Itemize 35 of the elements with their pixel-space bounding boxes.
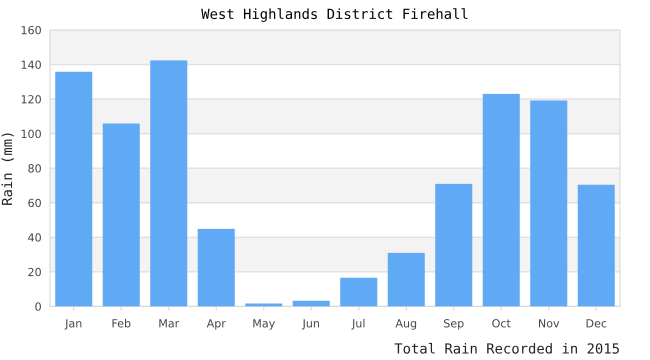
x-tick-label: Apr <box>206 319 226 330</box>
x-tick-label: Nov <box>538 319 560 328</box>
chart-title: West Highlands District Firehall <box>201 8 468 22</box>
y-tick-label: 140 <box>22 60 41 69</box>
y-tick-label: 120 <box>22 95 41 104</box>
x-tick-label: Feb <box>112 318 130 328</box>
x-tick-label: Sep <box>444 319 464 330</box>
bar <box>388 252 425 306</box>
y-axis-title: Rain (mm) <box>1 133 14 205</box>
x-tick-label: Jul <box>351 318 364 330</box>
y-tick-label: 0 <box>35 302 41 311</box>
bar <box>435 184 472 306</box>
bar <box>482 94 520 306</box>
bar <box>102 123 140 306</box>
bar <box>150 60 188 306</box>
x-axis-title: Total Rain Recorded in 2015 <box>394 342 619 354</box>
bar <box>340 278 378 306</box>
y-tick-label: 60 <box>28 198 41 208</box>
y-tick-label: 20 <box>28 268 41 276</box>
y-tick-label: 80 <box>28 164 41 173</box>
x-tick-label: May <box>253 319 275 330</box>
bar <box>198 228 235 306</box>
x-tick-label: Mar <box>159 319 180 328</box>
bar <box>55 72 92 306</box>
x-tick-label: Jan <box>64 319 82 330</box>
bar <box>292 300 330 306</box>
x-tick-label: Dec <box>586 319 606 328</box>
bar <box>578 184 615 306</box>
y-tick-label: 100 <box>22 130 41 138</box>
x-tick-label: Jun <box>302 319 319 330</box>
y-tick-label: 160 <box>22 26 41 34</box>
x-tick-label: Oct <box>492 319 511 328</box>
y-tick-label: 40 <box>28 233 41 242</box>
bar <box>530 100 568 306</box>
x-tick-label: Aug <box>395 319 416 330</box>
